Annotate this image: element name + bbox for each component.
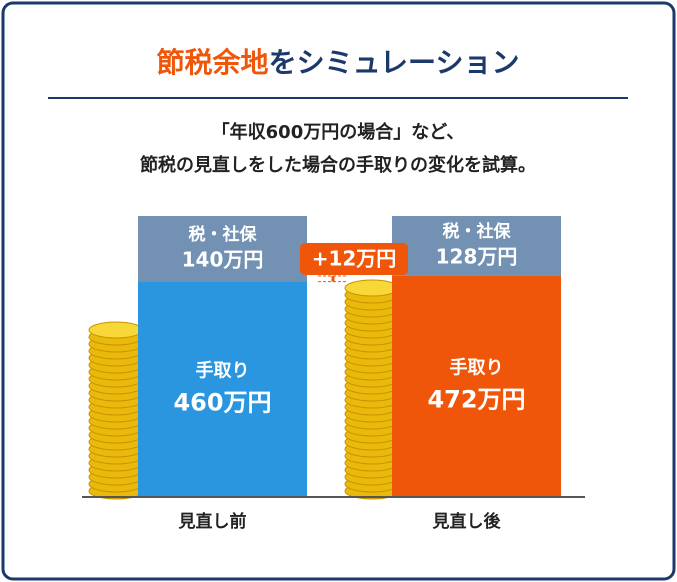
segment-label: 140万円 bbox=[182, 247, 264, 271]
category-label: 見直し後 bbox=[432, 511, 502, 532]
bar-segment bbox=[392, 216, 561, 276]
segment-name: 手取り bbox=[450, 356, 504, 378]
segment-label: 460万円 bbox=[173, 388, 271, 416]
category-label: 見直し前 bbox=[178, 511, 247, 532]
annotation: +12万円 bbox=[312, 247, 397, 271]
subtitle: 「年収600万円の場合」など、 bbox=[212, 121, 465, 143]
coin-stack bbox=[88, 321, 144, 500]
title: 節税余地をシミュレーション bbox=[157, 46, 520, 79]
bar-segment bbox=[392, 275, 561, 497]
segment-name: 手取り bbox=[196, 359, 250, 381]
segment-name: 税・社保 bbox=[189, 224, 258, 245]
title-rest: をシミュレーション bbox=[269, 46, 520, 79]
segment-label: 472万円 bbox=[427, 385, 525, 413]
coin bbox=[88, 321, 144, 339]
coin-stack bbox=[344, 279, 400, 500]
segment-name: 税・社保 bbox=[443, 221, 512, 242]
annotation-box bbox=[300, 243, 408, 275]
subtitle: 節税の見直しをした場合の手取りの変化を試算。 bbox=[140, 154, 536, 176]
segment-label: 128万円 bbox=[436, 244, 518, 268]
bar-segment bbox=[138, 281, 307, 497]
bar-segment bbox=[138, 216, 307, 282]
title-highlight: 節税余地 bbox=[157, 46, 269, 79]
coin bbox=[344, 279, 400, 297]
